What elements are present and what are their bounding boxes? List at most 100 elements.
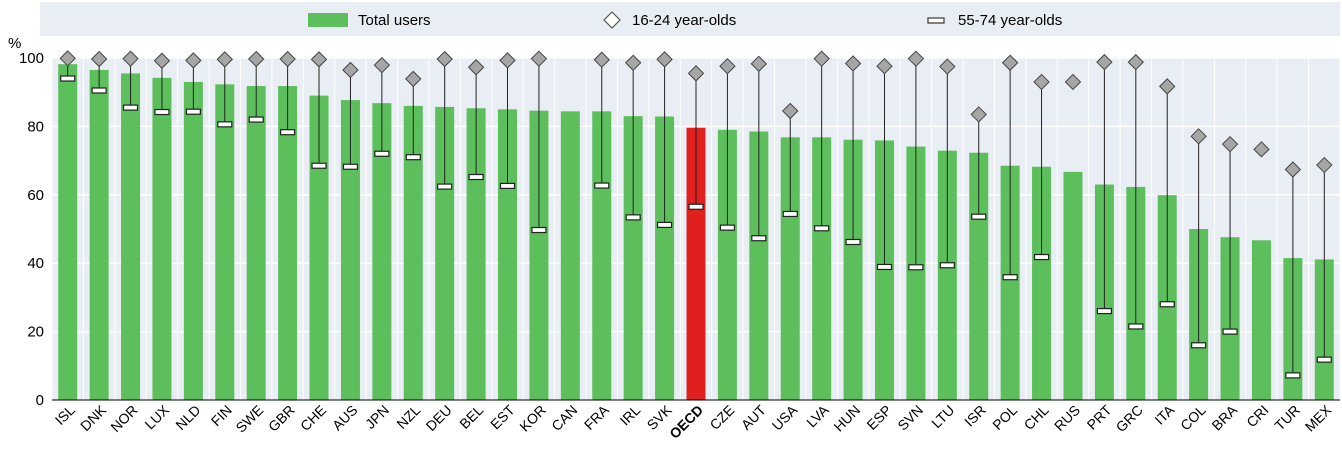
marker-55-74-kor (531, 226, 547, 234)
legend-label-total-users: Total users (358, 12, 431, 29)
marker-16-24-lva (813, 50, 830, 67)
marker-16-24-swe (247, 50, 265, 68)
bar-nor (121, 73, 141, 400)
x-tick-label-mex: MEX (1302, 401, 1335, 434)
marker-55-74-gbr (280, 129, 296, 136)
marker-16-24-est (499, 52, 516, 69)
x-tick-label-che: CHE (297, 402, 329, 434)
bar-swe (246, 86, 266, 400)
x-tick-label-prt: PRT (1084, 401, 1115, 432)
marker-16-24-dnk (90, 50, 108, 68)
marker-55-74-svn (908, 264, 924, 271)
x-tick-label-bel: BEL (456, 402, 486, 432)
marker-16-24-irl (624, 54, 642, 71)
bar-irl (623, 116, 643, 400)
marker-16-24-cri (1253, 141, 1270, 158)
bar-can (560, 111, 580, 401)
x-tick-label-can: CAN (548, 402, 580, 434)
marker-55-74-lva (814, 225, 830, 232)
bar-svn (906, 146, 926, 400)
marker-55-74-est (499, 182, 516, 190)
x-tick-label-tur: TUR (1271, 402, 1303, 434)
marker-16-24-aut (750, 55, 768, 73)
marker-16-24-esp (876, 58, 893, 75)
y-axis: 0 20 40 60 80 100 (19, 50, 44, 409)
bar-dnk (89, 69, 109, 400)
marker-55-74-ita (1159, 301, 1175, 308)
older-markers-group (60, 75, 1332, 379)
marker-16-24-svn (907, 50, 925, 67)
x-tick-label-isr: ISR (961, 402, 989, 430)
x-tick-label-ita: ITA (1151, 401, 1177, 427)
marker-16-24-nor (122, 50, 139, 67)
bar-nzl (403, 105, 423, 400)
bar-hun (843, 139, 863, 400)
marker-55-74-bra (1222, 328, 1238, 335)
marker-55-74-fin (217, 121, 233, 128)
marker-55-74-prt (1096, 307, 1112, 315)
x-tick-label-col: COL (1177, 402, 1209, 434)
x-tick-label-cze: CZE (706, 402, 737, 433)
marker-16-24-rus (1064, 73, 1082, 91)
bar-fin (215, 84, 235, 401)
bar-cze (717, 129, 737, 400)
x-tick-label-svn: SVN (894, 402, 926, 434)
y-axis-unit-label: % (8, 35, 21, 52)
x-tick-label-oecd: OECD (666, 402, 706, 442)
bar-chl (1032, 166, 1052, 400)
marker-16-24-hun (844, 55, 862, 72)
y-tick-label: 60 (27, 187, 44, 204)
x-tick-label-deu: DEU (423, 402, 455, 434)
x-tick-label-hun: HUN (830, 402, 863, 435)
bar-che (309, 95, 329, 401)
marker-16-24-nld (185, 52, 202, 69)
marker-16-24-mex (1316, 156, 1333, 174)
marker-55-74-svk (656, 221, 673, 228)
marker-16-24-isr (970, 106, 987, 123)
x-tick-label-dnk: DNK (77, 401, 110, 434)
x-tick-label-chl: CHL (1021, 402, 1052, 433)
x-tick-label-rus: RUS (1051, 402, 1083, 434)
marker-16-24-bra (1221, 135, 1239, 153)
marker-16-24-che (310, 51, 328, 68)
x-tick-label-fra: FRA (581, 401, 613, 433)
marker-16-24-fin (216, 51, 233, 68)
marker-55-74-swe (248, 116, 264, 123)
x-tick-label-ltu: LTU (928, 402, 957, 431)
marker-16-24-grc (1127, 53, 1145, 71)
marker-16-24-fra (593, 51, 610, 68)
x-tick-label-bra: BRA (1208, 401, 1240, 433)
marker-16-24-oecd (687, 65, 705, 82)
y-tick-label: 40 (27, 255, 44, 272)
x-tick-label-jpn: JPN (362, 402, 392, 432)
marker-16-24-lux (153, 52, 171, 69)
x-tick-label-nzl: NZL (393, 402, 423, 432)
marker-55-74-aus (342, 163, 359, 170)
bar-nld (183, 81, 203, 400)
marker-55-74-chl (1033, 253, 1050, 261)
x-tick-label-nor: NOR (107, 402, 140, 435)
marker-16-24-svk (656, 51, 673, 68)
marker-55-74-aut (751, 235, 767, 242)
bar-bel (466, 108, 486, 401)
bar-kor (529, 110, 549, 400)
bar-pol (1000, 165, 1020, 400)
marker-16-24-jpn (373, 56, 391, 74)
marker-55-74-irl (625, 214, 641, 221)
bar-est (498, 109, 518, 401)
marker-55-74-hun (845, 238, 861, 246)
bar-lva (812, 137, 832, 400)
legend-label-55-74: 55-74 year-olds (958, 12, 1062, 29)
x-tick-label-fin: FIN (208, 402, 235, 429)
young-markers-group (59, 50, 1333, 178)
marker-55-74-oecd (688, 203, 704, 210)
x-tick-label-usa: USA (769, 401, 801, 433)
marker-55-74-deu (437, 183, 453, 190)
marker-16-24-aus (342, 61, 359, 79)
marker-55-74-usa (782, 210, 798, 218)
marker-55-74-dnk (91, 87, 107, 94)
bar-deu (435, 106, 455, 400)
x-tick-label-gbr: GBR (265, 402, 298, 435)
